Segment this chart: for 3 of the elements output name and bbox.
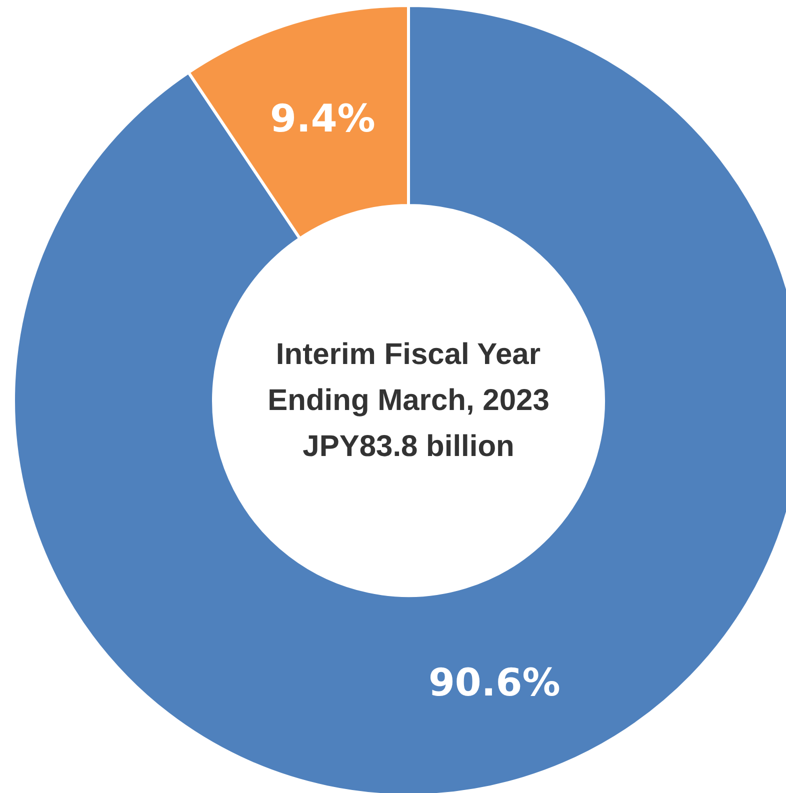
text: Interim Fiscal Year Ending March, 2023 JPY83.8 billion <box>268 338 550 463</box>
data-label: 9.4% <box>270 96 376 140</box>
data-label: 90.6% <box>428 660 560 705</box>
